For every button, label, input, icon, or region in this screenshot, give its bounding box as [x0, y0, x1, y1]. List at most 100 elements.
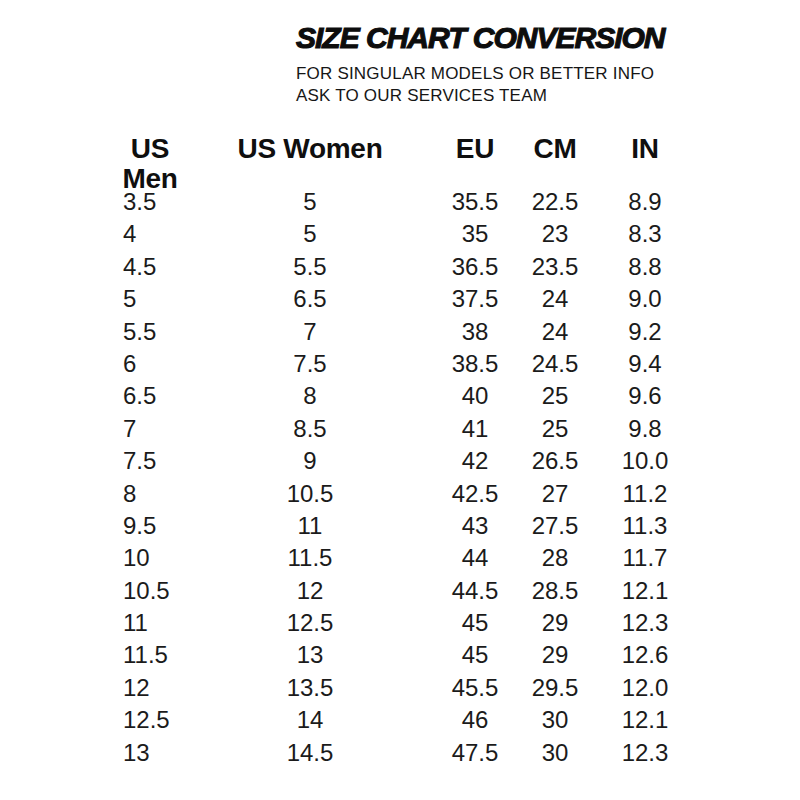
cell-eu: 44.5 — [420, 575, 530, 607]
cell-in: 10.0 — [580, 445, 710, 477]
table-row: 10.51244.528.512.1 — [100, 575, 710, 607]
cell-us-men: 5.5 — [100, 316, 200, 348]
cell-us-men: 6 — [100, 348, 200, 380]
subtitle-line-2: ASK TO OUR SERVICES TEAM — [296, 85, 665, 107]
cell-cm: 27.5 — [530, 510, 580, 542]
cell-in: 12.1 — [580, 704, 710, 736]
cell-us-women: 14.5 — [200, 737, 420, 769]
table-body: 3.5535.522.58.94535238.34.55.536.523.58.… — [100, 186, 710, 769]
cell-in: 9.8 — [580, 413, 710, 445]
cell-us-women: 8 — [200, 380, 420, 412]
cell-cm: 29 — [530, 607, 580, 639]
table-row: 4.55.536.523.58.8 — [100, 251, 710, 283]
cell-us-men: 10 — [100, 542, 200, 574]
cell-us-women: 13 — [200, 639, 420, 671]
cell-eu: 35.5 — [420, 186, 530, 218]
table-row: 9.5114327.511.3 — [100, 510, 710, 542]
table-row: 1011.5442811.7 — [100, 542, 710, 574]
cell-eu: 42 — [420, 445, 530, 477]
table-row: 78.541259.8 — [100, 413, 710, 445]
cell-in: 8.8 — [580, 251, 710, 283]
cell-us-men: 13 — [100, 737, 200, 769]
cell-us-men: 11.5 — [100, 639, 200, 671]
cell-us-women: 10.5 — [200, 478, 420, 510]
cell-eu: 37.5 — [420, 283, 530, 315]
table-row: 1112.5452912.3 — [100, 607, 710, 639]
cell-us-men: 8 — [100, 478, 200, 510]
table-row: 810.542.52711.2 — [100, 478, 710, 510]
cell-cm: 27 — [530, 478, 580, 510]
table-row: 3.5535.522.58.9 — [100, 186, 710, 218]
table-row: 1213.545.529.512.0 — [100, 672, 710, 704]
cell-cm: 22.5 — [530, 186, 580, 218]
subtitle-line-1: FOR SINGULAR MODELS OR BETTER INFO — [296, 63, 665, 85]
cell-eu: 46 — [420, 704, 530, 736]
cell-eu: 45.5 — [420, 672, 530, 704]
cell-in: 12.0 — [580, 672, 710, 704]
page-subtitle: FOR SINGULAR MODELS OR BETTER INFO ASK T… — [296, 63, 665, 107]
table-row: 4535238.3 — [100, 218, 710, 250]
cell-us-men: 4 — [100, 218, 200, 250]
cell-us-men: 5 — [100, 283, 200, 315]
table-row: 56.537.5249.0 — [100, 283, 710, 315]
column-header-eu: EU — [420, 134, 530, 194]
cell-us-men: 4.5 — [100, 251, 200, 283]
cell-cm: 23.5 — [530, 251, 580, 283]
header-block: SIZE CHART CONVERSION FOR SINGULAR MODEL… — [296, 20, 665, 107]
cell-cm: 28.5 — [530, 575, 580, 607]
cell-eu: 41 — [420, 413, 530, 445]
cell-cm: 25 — [530, 413, 580, 445]
table-row: 67.538.524.59.4 — [100, 348, 710, 380]
cell-cm: 24 — [530, 316, 580, 348]
cell-in: 12.6 — [580, 639, 710, 671]
cell-in: 12.1 — [580, 575, 710, 607]
cell-us-women: 5.5 — [200, 251, 420, 283]
cell-cm: 23 — [530, 218, 580, 250]
table-header-row: US Men US Women EU CM IN — [100, 134, 710, 164]
cell-cm: 24 — [530, 283, 580, 315]
cell-us-men: 12.5 — [100, 704, 200, 736]
cell-us-women: 12.5 — [200, 607, 420, 639]
cell-us-women: 14 — [200, 704, 420, 736]
cell-cm: 29 — [530, 639, 580, 671]
cell-in: 9.4 — [580, 348, 710, 380]
cell-us-women: 7.5 — [200, 348, 420, 380]
cell-us-men: 12 — [100, 672, 200, 704]
cell-in: 12.3 — [580, 607, 710, 639]
column-header-cm: CM — [530, 134, 580, 194]
cell-in: 8.3 — [580, 218, 710, 250]
cell-eu: 36.5 — [420, 251, 530, 283]
table-row: 11.513452912.6 — [100, 639, 710, 671]
size-chart-table: US Men US Women EU CM IN 3.5535.522.58.9… — [100, 134, 710, 769]
cell-in: 11.7 — [580, 542, 710, 574]
cell-eu: 45 — [420, 639, 530, 671]
table-row: 12.514463012.1 — [100, 704, 710, 736]
cell-eu: 47.5 — [420, 737, 530, 769]
cell-in: 11.3 — [580, 510, 710, 542]
cell-eu: 40 — [420, 380, 530, 412]
cell-eu: 44 — [420, 542, 530, 574]
cell-us-men: 10.5 — [100, 575, 200, 607]
table-row: 7.594226.510.0 — [100, 445, 710, 477]
cell-us-women: 5 — [200, 218, 420, 250]
cell-cm: 30 — [530, 737, 580, 769]
cell-us-men: 11 — [100, 607, 200, 639]
cell-in: 9.6 — [580, 380, 710, 412]
table-row: 5.5738249.2 — [100, 316, 710, 348]
cell-in: 11.2 — [580, 478, 710, 510]
cell-in: 9.0 — [580, 283, 710, 315]
cell-us-men: 3.5 — [100, 186, 200, 218]
cell-cm: 28 — [530, 542, 580, 574]
cell-eu: 45 — [420, 607, 530, 639]
cell-in: 8.9 — [580, 186, 710, 218]
table-row: 1314.547.53012.3 — [100, 737, 710, 769]
cell-eu: 42.5 — [420, 478, 530, 510]
cell-cm: 24.5 — [530, 348, 580, 380]
cell-eu: 38 — [420, 316, 530, 348]
cell-us-men: 9.5 — [100, 510, 200, 542]
cell-us-men: 7.5 — [100, 445, 200, 477]
cell-us-women: 9 — [200, 445, 420, 477]
cell-cm: 29.5 — [530, 672, 580, 704]
page-title: SIZE CHART CONVERSION — [296, 20, 665, 56]
cell-in: 12.3 — [580, 737, 710, 769]
